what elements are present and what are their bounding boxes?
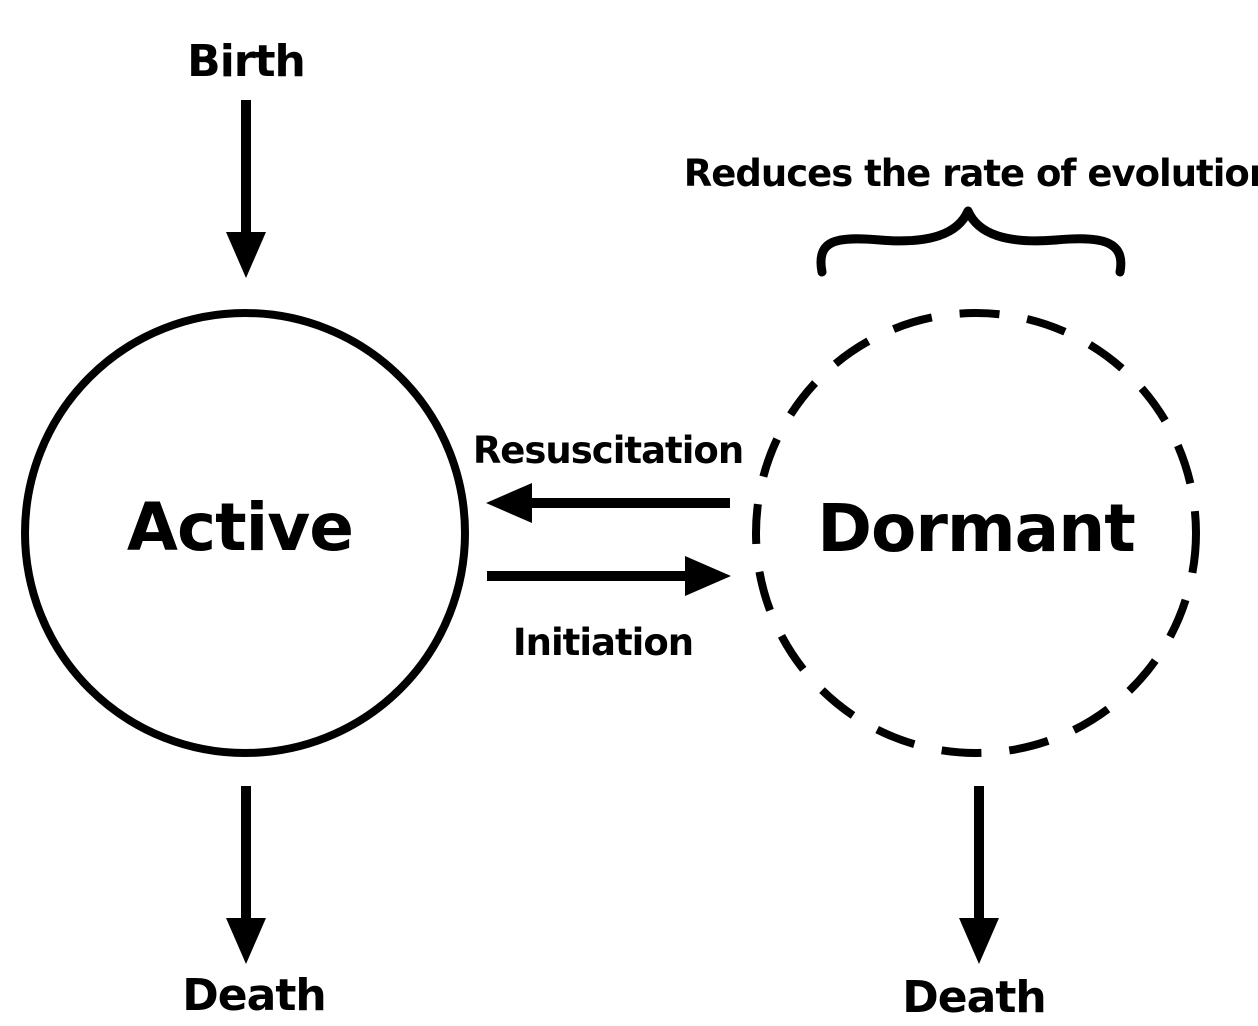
active-death-label: Death bbox=[182, 970, 325, 1021]
resuscitation-label: Resuscitation bbox=[473, 429, 743, 472]
initiation-label: Initiation bbox=[513, 621, 693, 664]
brace-note-label: Reduces the rate of evolution bbox=[684, 152, 1258, 195]
birth-label: Birth bbox=[187, 36, 305, 87]
active-node bbox=[21, 309, 469, 757]
dormant-label: Dormant bbox=[817, 490, 1135, 567]
curly-brace bbox=[816, 206, 1126, 277]
dormant-node bbox=[752, 309, 1200, 757]
dormant-death-label: Death bbox=[902, 972, 1045, 1023]
active-label: Active bbox=[127, 489, 353, 566]
